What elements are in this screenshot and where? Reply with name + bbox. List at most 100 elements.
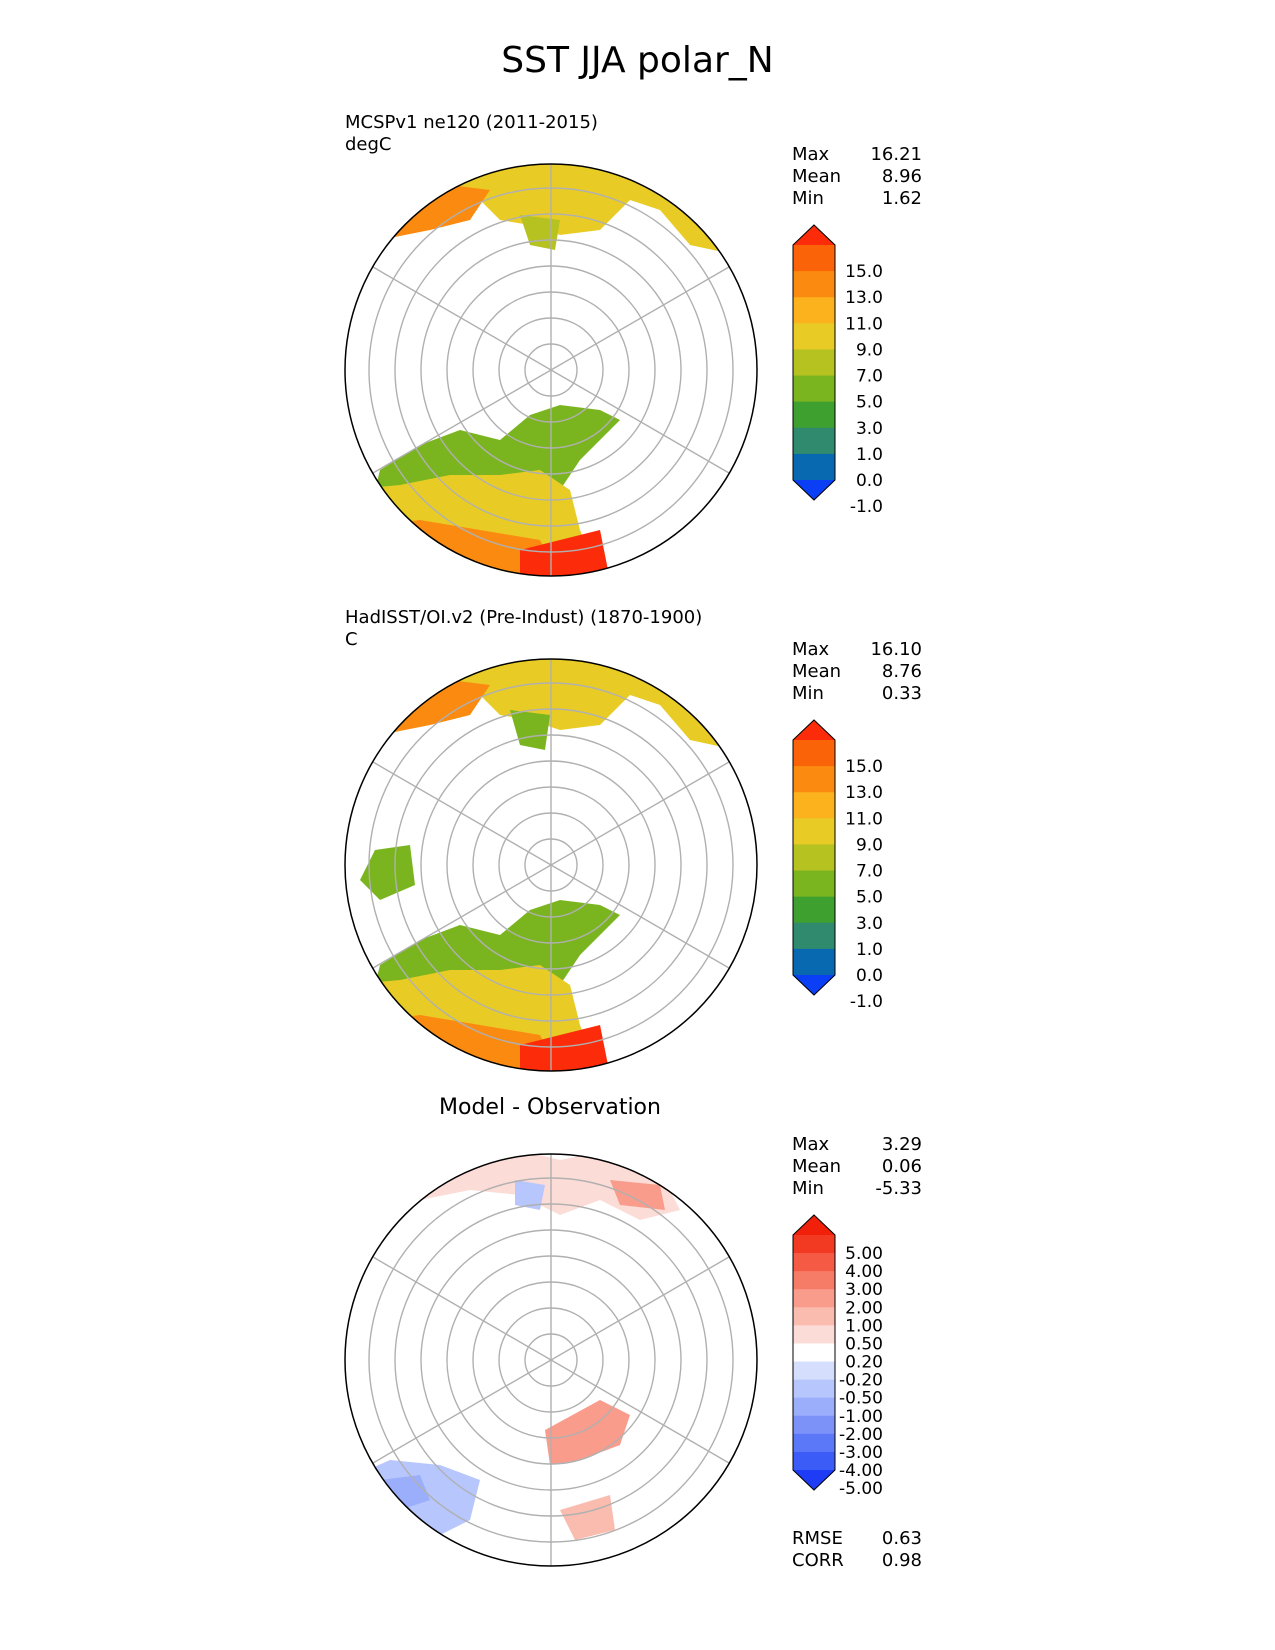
colorbar-extend-max <box>793 225 835 245</box>
colorbar-tick-label: 1.00 <box>845 1316 883 1336</box>
atlantic-diff-warm <box>560 1495 615 1540</box>
colorbar-tick-label: 15.0 <box>845 757 883 777</box>
stat-value: 8.76 <box>881 661 922 682</box>
graticule <box>368 164 734 576</box>
stat-value: 1.62 <box>881 188 922 209</box>
colorbar-tick-label: -5.00 <box>839 1479 883 1499</box>
colorbar-outline <box>792 1214 836 1491</box>
bering-diff-cool <box>515 1180 545 1210</box>
colorbar-segment <box>793 453 835 481</box>
stat-label: Min <box>792 683 824 704</box>
stat-label: Mean <box>792 166 842 187</box>
polar-map: 15.0 13.0 11.0 9.0 7.0 5.0 3.0 1.0 0.0 -1.0 <box>344 163 883 577</box>
stat-min: Min -5.33 <box>792 1178 922 1200</box>
colorbar-segment <box>793 1361 835 1381</box>
colorbar-extend-max <box>793 1215 835 1235</box>
metric-label: RMSE <box>792 1528 843 1549</box>
metric-label: CORR <box>792 1550 844 1571</box>
stat-mean: Mean 0.06 <box>792 1156 922 1178</box>
colorbar-segment <box>793 818 835 845</box>
colorbar-segment <box>793 948 835 976</box>
colorbar-segment <box>793 896 835 924</box>
stat-max: Max 16.10 <box>792 639 922 661</box>
colorbar-segment <box>793 740 835 767</box>
stat-mean: Mean 8.96 <box>792 166 922 188</box>
colorbar-tick-label: 13.0 <box>845 783 883 803</box>
colorbar-segment <box>793 922 835 950</box>
stat-mean: Mean 8.76 <box>792 661 922 683</box>
colorbar-tick-label: 3.0 <box>856 914 883 934</box>
colorbar-segment <box>793 1289 835 1308</box>
metric-value: 0.63 <box>881 1528 922 1549</box>
stat-value: 8.96 <box>881 166 922 187</box>
bering-sst <box>520 215 560 250</box>
colorbar-segment <box>793 1433 835 1453</box>
panel-model: MCSPv1 ne120 (2011-2015) degC Max 16.21 M… <box>0 110 1275 605</box>
panel-title: MCSPv1 ne120 (2011-2015) <box>345 112 598 133</box>
panel-difference: Model - Observation Max 3.29 Mean 0.06 Min… <box>0 1095 1275 1595</box>
colorbar-segment <box>793 297 835 324</box>
colorbar-segment <box>793 427 835 455</box>
colorbar-tick-label: 2.00 <box>845 1298 883 1318</box>
stat-min: Min 0.33 <box>792 683 922 705</box>
colorbar-tick-label: 11.0 <box>845 314 883 334</box>
stat-value: 3.29 <box>881 1134 922 1155</box>
map-boundary <box>344 163 758 577</box>
colorbar-segment <box>793 401 835 429</box>
metric-corr: CORR 0.98 <box>792 1550 922 1572</box>
colorbar-segment <box>793 349 835 377</box>
colorbar: 5.004.003.002.001.000.500.20-0.20-0.50-1… <box>792 1214 883 1499</box>
colorbar-tick-label: 1.0 <box>856 445 883 465</box>
panel-units: degC <box>345 134 392 155</box>
colorbar-segment <box>793 1343 835 1363</box>
colorbar-tick-label: -1.0 <box>850 992 883 1012</box>
colorbar-outline <box>792 719 836 996</box>
colorbar-segment <box>793 375 835 403</box>
map-boundary <box>344 658 758 1072</box>
stats-block: Max 16.21 Mean 8.96 Min 1.62 <box>792 144 922 210</box>
pacific-sst <box>345 164 757 260</box>
colorbar-extend-min <box>793 975 835 995</box>
pacific-warm <box>380 185 490 240</box>
stat-label: Mean <box>792 1156 842 1177</box>
map-boundary <box>344 1153 758 1567</box>
polar-map: 5.004.003.002.001.000.500.20-0.20-0.50-1… <box>344 1153 883 1567</box>
colorbar-segment <box>793 1397 835 1417</box>
stats-block: Max 16.10 Mean 8.76 Min 0.33 <box>792 639 922 705</box>
stat-value: 0.06 <box>881 1156 922 1177</box>
hudson-sst <box>360 845 415 900</box>
colorbar-tick-label: 9.0 <box>856 835 883 855</box>
colorbar: 15.0 13.0 11.0 9.0 7.0 5.0 3.0 1.0 0.0 -1.0 <box>792 224 883 517</box>
colorbar-segment <box>793 1307 835 1326</box>
colorbar-tick-label: -2.00 <box>839 1425 883 1445</box>
graticule <box>368 1154 734 1566</box>
stat-label: Max <box>792 1134 830 1155</box>
stat-label: Mean <box>792 661 842 682</box>
bering-sst <box>510 710 550 750</box>
colorbar-segment <box>793 271 835 298</box>
panel-units: C <box>345 629 358 650</box>
stat-max: Max 3.29 <box>792 1134 922 1156</box>
stat-value: 16.21 <box>870 144 922 165</box>
colorbar-tick-label: 0.0 <box>856 471 883 491</box>
colorbar-tick-label: 11.0 <box>845 809 883 829</box>
colorbar-tick-label: 0.20 <box>845 1353 883 1373</box>
colorbar-tick-label: 5.00 <box>845 1244 883 1264</box>
colorbar-tick-label: 9.0 <box>856 340 883 360</box>
panel-observation: HadISST/OI.v2 (Pre-Indust) (1870-1900) C… <box>0 605 1275 1100</box>
colorbar-tick-label: -4.00 <box>839 1461 883 1481</box>
colorbar-tick-label: 3.0 <box>856 419 883 439</box>
atlantic-hot <box>520 530 610 576</box>
graticule <box>368 659 734 1071</box>
colorbar-tick-label: 0.50 <box>845 1334 883 1354</box>
atlantic-hot <box>520 1025 610 1071</box>
colorbar-tick-label: -1.00 <box>839 1407 883 1427</box>
stats-block: Max 3.29 Mean 0.06 Min -5.33 <box>792 1134 922 1200</box>
panel-title: Model - Observation <box>439 1095 661 1120</box>
colorbar-segment <box>793 870 835 898</box>
colorbar-segment <box>793 1379 835 1399</box>
stat-value: 0.33 <box>881 683 922 704</box>
arctic-edge-diff <box>545 1400 630 1465</box>
colorbar-segment <box>793 844 835 872</box>
colorbar-tick-label: 3.00 <box>845 1280 883 1300</box>
